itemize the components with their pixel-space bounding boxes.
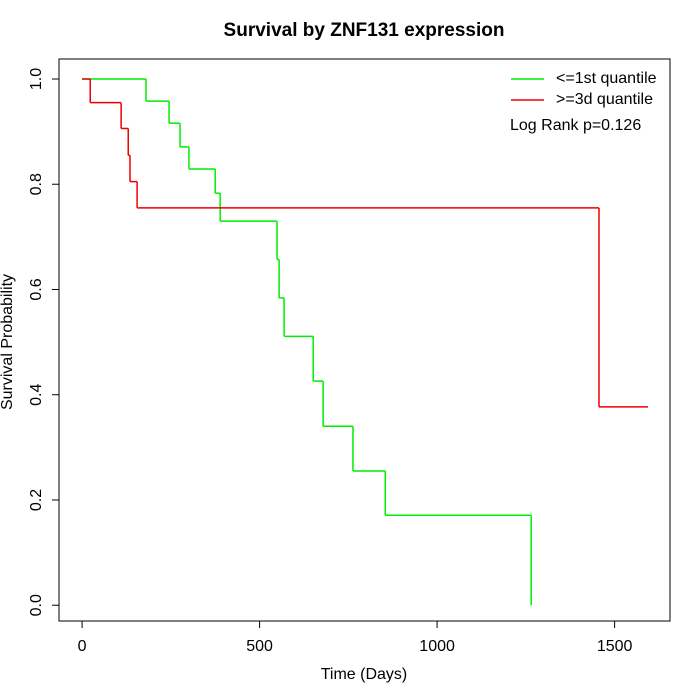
x-tick-label: 1000 bbox=[419, 638, 455, 655]
y-tick-label: 0.0 bbox=[28, 594, 45, 616]
legend-label: <=1st quantile bbox=[556, 70, 657, 87]
y-tick-label: 1.0 bbox=[28, 68, 45, 90]
x-tick-label: 0 bbox=[78, 638, 87, 655]
chart-title: Survival by ZNF131 expression bbox=[224, 20, 505, 41]
plot-frame bbox=[58, 58, 671, 622]
legend-label: >=3d quantile bbox=[556, 91, 653, 108]
y-tick-label: 0.2 bbox=[28, 489, 45, 511]
y-tick-label: 0.6 bbox=[28, 278, 45, 300]
y-axis-label: Survival Probability bbox=[0, 274, 16, 410]
x-axis-label: Time (Days) bbox=[321, 666, 408, 683]
annotation: Log Rank p=0.126 bbox=[510, 117, 641, 134]
y-tick-label: 0.4 bbox=[28, 384, 45, 406]
y-tick-label: 0.8 bbox=[28, 173, 45, 195]
x-tick-label: 1500 bbox=[597, 638, 633, 655]
x-tick-label: 500 bbox=[246, 638, 273, 655]
